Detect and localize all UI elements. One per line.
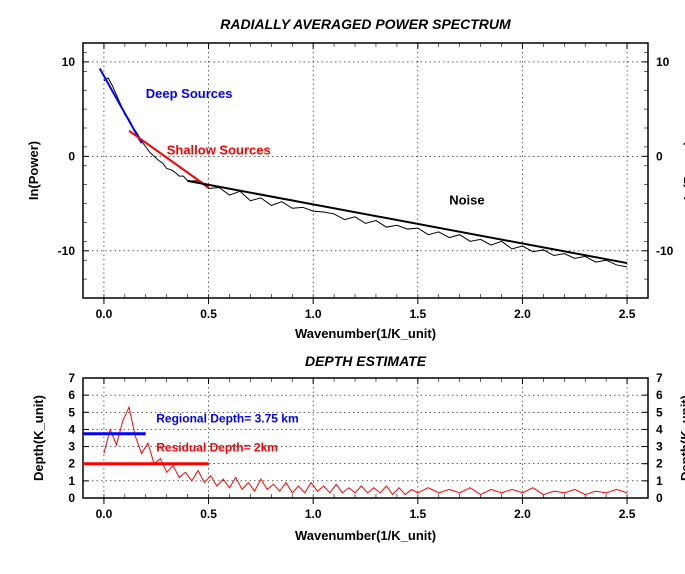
svg-text:1.5: 1.5 [409, 507, 426, 521]
svg-text:0.0: 0.0 [96, 507, 113, 521]
svg-text:2.5: 2.5 [619, 507, 636, 521]
svg-text:Depth(K_unit): Depth(K_unit) [678, 395, 685, 481]
svg-text:7: 7 [68, 371, 75, 385]
label-residual: Residual Depth= 2km [156, 441, 278, 455]
label-noise: Noise [449, 193, 484, 208]
label-shallow: Shallow Sources [167, 142, 271, 157]
svg-text:10: 10 [62, 55, 76, 69]
svg-text:In(Power): In(Power) [681, 141, 685, 200]
svg-text:1.0: 1.0 [305, 307, 322, 321]
svg-text:Wavenumber(1/K_unit): Wavenumber(1/K_unit) [295, 326, 436, 341]
svg-text:4: 4 [656, 422, 663, 436]
figure: { "figure": { "width": 685, "height": 55… [8, 8, 685, 566]
svg-text:6: 6 [68, 388, 75, 402]
svg-text:1: 1 [68, 474, 75, 488]
svg-text:0: 0 [68, 491, 75, 505]
svg-text:7: 7 [656, 371, 663, 385]
svg-text:-10: -10 [656, 244, 674, 258]
svg-text:2.0: 2.0 [514, 307, 531, 321]
svg-text:Depth(K_unit): Depth(K_unit) [31, 395, 46, 481]
label-deep: Deep Sources [146, 86, 233, 101]
svg-text:0: 0 [68, 149, 75, 163]
label-regional: Regional Depth= 3.75 km [156, 412, 298, 426]
svg-text:2.5: 2.5 [619, 307, 636, 321]
svg-text:0.5: 0.5 [200, 507, 217, 521]
svg-text:2: 2 [68, 457, 75, 471]
svg-text:1.0: 1.0 [305, 507, 322, 521]
svg-text:1.5: 1.5 [409, 307, 426, 321]
svg-text:2: 2 [656, 457, 663, 471]
svg-text:6: 6 [656, 388, 663, 402]
svg-text:Wavenumber(1/K_unit): Wavenumber(1/K_unit) [295, 528, 436, 543]
svg-text:3: 3 [68, 440, 75, 454]
svg-text:3: 3 [656, 440, 663, 454]
svg-text:0: 0 [656, 491, 663, 505]
svg-text:2.0: 2.0 [514, 507, 531, 521]
svg-text:5: 5 [68, 405, 75, 419]
svg-text:In(Power): In(Power) [26, 141, 41, 200]
top-title: RADIALLY AVERAGED POWER SPECTRUM [220, 16, 511, 32]
svg-text:0.5: 0.5 [200, 307, 217, 321]
svg-text:4: 4 [68, 422, 75, 436]
svg-text:-10: -10 [58, 244, 76, 258]
svg-text:1: 1 [656, 474, 663, 488]
svg-text:10: 10 [656, 55, 670, 69]
svg-text:0.0: 0.0 [96, 307, 113, 321]
svg-text:5: 5 [656, 405, 663, 419]
svg-text:0: 0 [656, 149, 663, 163]
chart-svg: RADIALLY AVERAGED POWER SPECTRUM 0.0 0.5 1.… [8, 8, 685, 566]
bottom-title: DEPTH ESTIMATE [305, 353, 427, 369]
